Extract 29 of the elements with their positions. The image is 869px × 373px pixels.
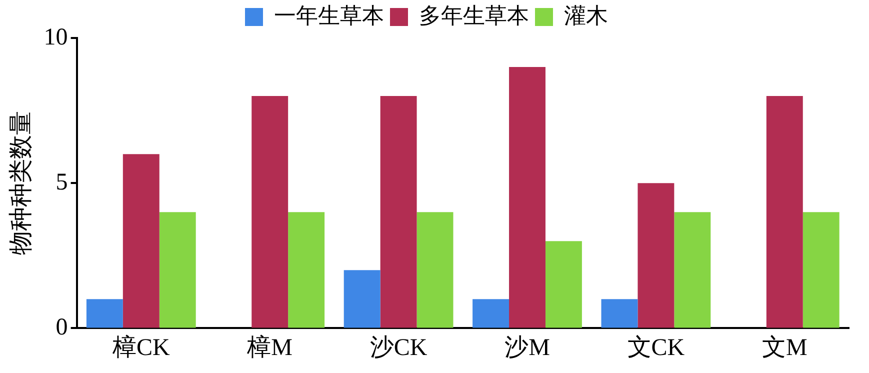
legend-label: 多年生草本 <box>419 2 529 28</box>
bar <box>802 212 840 328</box>
x-tick-label: 樟M <box>246 334 293 361</box>
legend-label: 一年生草本 <box>274 2 384 28</box>
y-tick-label: 10 <box>44 24 68 50</box>
x-tick-label: 沙CK <box>370 334 428 361</box>
y-tick-label: 0 <box>56 314 68 340</box>
bar <box>472 299 510 328</box>
bar <box>416 212 454 328</box>
x-tick-label: 樟CK <box>111 334 170 361</box>
legend-label: 灌木 <box>564 2 608 28</box>
bar <box>766 96 803 328</box>
bar <box>86 299 123 328</box>
y-tick-label: 5 <box>56 169 68 196</box>
bar <box>638 183 674 328</box>
bar <box>122 154 160 328</box>
bar <box>601 299 638 328</box>
bar <box>674 212 711 328</box>
bar <box>509 67 546 328</box>
bar <box>380 96 417 328</box>
bar <box>545 241 582 328</box>
x-tick-label: 沙M <box>504 334 550 361</box>
y-axis-title: 物种种类数量 <box>8 111 35 256</box>
x-tick-label: 文M <box>762 334 808 361</box>
bar <box>159 212 196 328</box>
bar <box>252 96 288 328</box>
bar <box>344 270 380 328</box>
x-tick-label: 文CK <box>627 334 686 361</box>
bar <box>288 212 325 328</box>
